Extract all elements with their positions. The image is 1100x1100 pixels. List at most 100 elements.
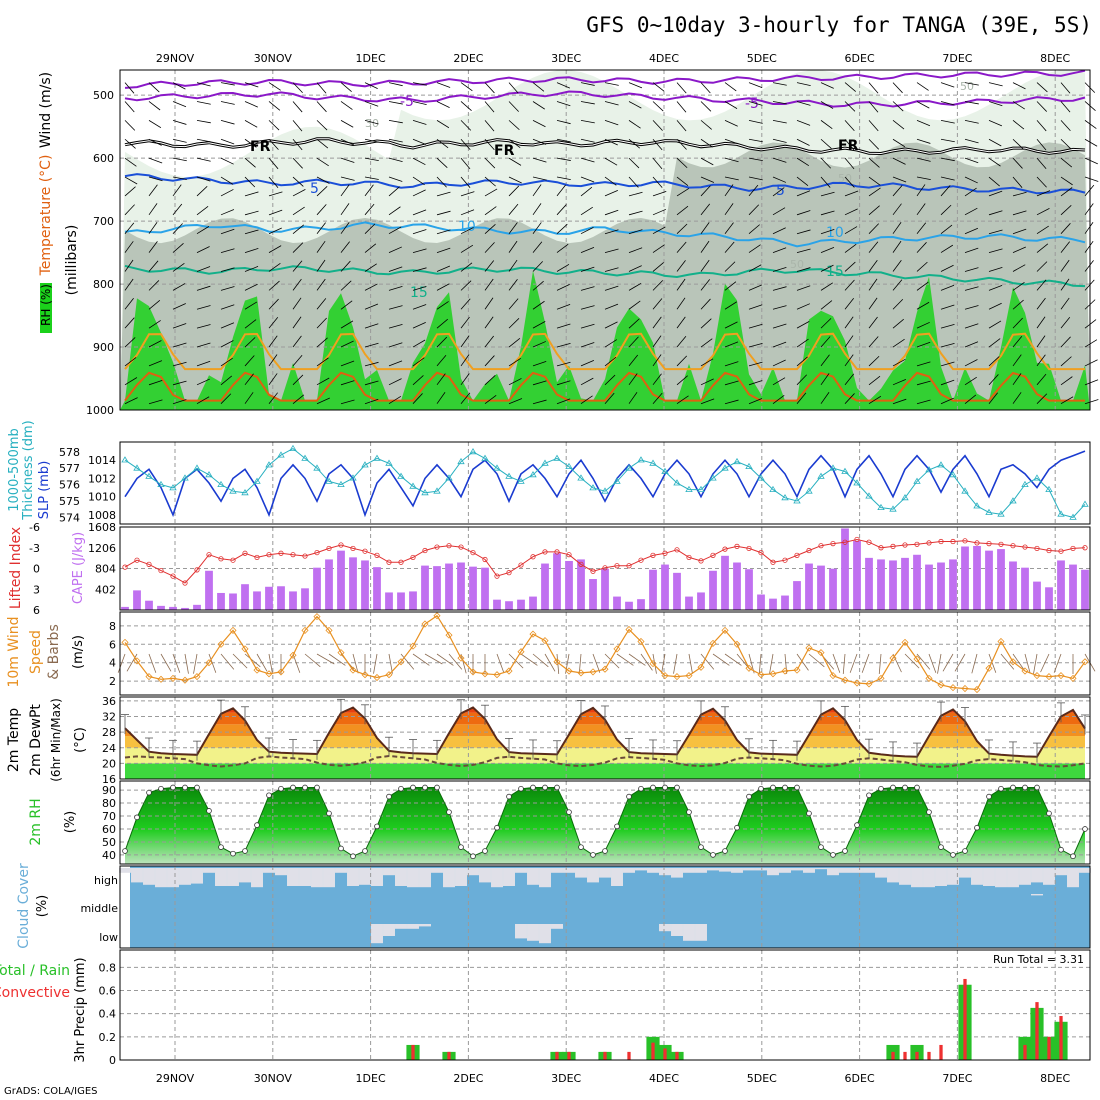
wind-barb [892,298,904,310]
wind-barb [604,101,619,106]
thickness-marker [997,510,1005,517]
wind-barb [772,187,785,197]
wind-barb [988,285,1003,291]
thickness-marker [457,457,465,465]
wind-barb [196,246,210,253]
wind-barb [532,222,542,234]
wind-barb [1060,241,1070,253]
wind-barb [436,336,448,348]
wind-barb [220,248,235,253]
wind-barb [1060,396,1074,405]
wind-barb [148,157,163,164]
wind-barb [868,375,881,386]
cloud-bar [1031,894,1043,896]
wind-speed-marker [133,657,141,665]
li-marker [410,554,416,561]
contour-label: 10 [458,219,476,235]
y-label-wind-b: Speed [28,630,44,674]
wind-barb [460,120,472,131]
wind-barb [124,357,137,367]
li-marker [818,543,824,549]
wind-barb [772,247,787,253]
wind-barb [124,101,135,113]
li-marker [1046,547,1052,554]
cape-bar [349,557,357,610]
wind-barb [388,119,403,124]
cloud-bar [251,868,263,888]
wind-barb [292,260,303,272]
wind-barb [628,138,641,149]
wind-barb [364,380,379,386]
thickness-marker [985,508,993,515]
precip-convective-bar [1059,1016,1063,1060]
wind-barb [1060,278,1070,291]
li-marker [614,563,620,569]
wind-barb [364,82,378,89]
li-marker [962,538,968,544]
rh-marker [482,848,488,854]
wind-speed-marker [397,658,405,666]
wind-barb-10m [304,653,321,668]
wind-barb [1084,399,1099,405]
wind-barb [820,82,834,89]
wind-barb [1084,240,1094,253]
wind-barb [988,101,1003,107]
rh-tick-label: 80 [102,797,116,810]
wind-barb [988,157,1001,167]
wind-barb [628,210,643,216]
rh-marker [518,785,524,792]
cloud-bar [587,868,599,883]
cape-bar [133,590,141,610]
wind-speed-marker [337,649,345,657]
wind-barb [676,120,687,132]
wind-barb-10m [652,653,657,674]
wind-barb [484,278,494,291]
wind-barb [796,356,808,367]
y-label-millibars: (millibars) [64,225,80,296]
wind-barb [628,336,639,348]
wind-barb [340,101,353,110]
wind-barb-10m [460,653,467,674]
wind-barb [556,303,571,310]
wind-barb [316,186,328,197]
contour-label: -5 [400,94,414,110]
wind-barb [316,204,327,216]
wind-barb [724,341,739,348]
thickness-marker [253,477,261,484]
wind-barb [892,240,902,253]
cape-bar [385,592,393,610]
wind-barb [244,157,256,168]
wind-barb [1012,120,1025,130]
wind-barb [1036,190,1051,197]
y-label-temp-a: 2m Temp [6,708,22,772]
wind-barb [316,259,326,272]
wind-barb [1084,222,1094,234]
wind-speed-marker [997,637,1005,646]
wind-barb [556,398,571,405]
wind-barb [1060,297,1070,310]
wind-barb [844,373,855,386]
footer-credit: GrADS: COLA/IGES [4,1086,98,1097]
wind-barb [1060,138,1072,150]
wind-barb [796,285,811,291]
wind-speed-marker [865,680,873,688]
wind-barb [412,321,426,329]
wind-barb [412,267,427,272]
wind-barb [964,157,979,164]
wind-barb [124,204,135,216]
y-label-rh2m: 2m RH [28,798,44,845]
li-marker [518,562,524,568]
wind-barb [916,203,926,216]
wind-barb [148,399,163,405]
wind-barb [652,138,663,151]
wind-barb [340,320,354,329]
wind-barb [892,203,902,216]
wind-barb [220,228,235,235]
wind-barb [292,138,303,151]
y-label-wind-d: (m/s) [71,635,86,669]
cloud-bar [203,868,215,873]
y-label-temp-c: (6hr Min/Max) [49,698,63,782]
wind-speed-marker [481,670,489,678]
temp-tick-label: 24 [102,742,116,755]
wind-barb [1036,335,1046,348]
